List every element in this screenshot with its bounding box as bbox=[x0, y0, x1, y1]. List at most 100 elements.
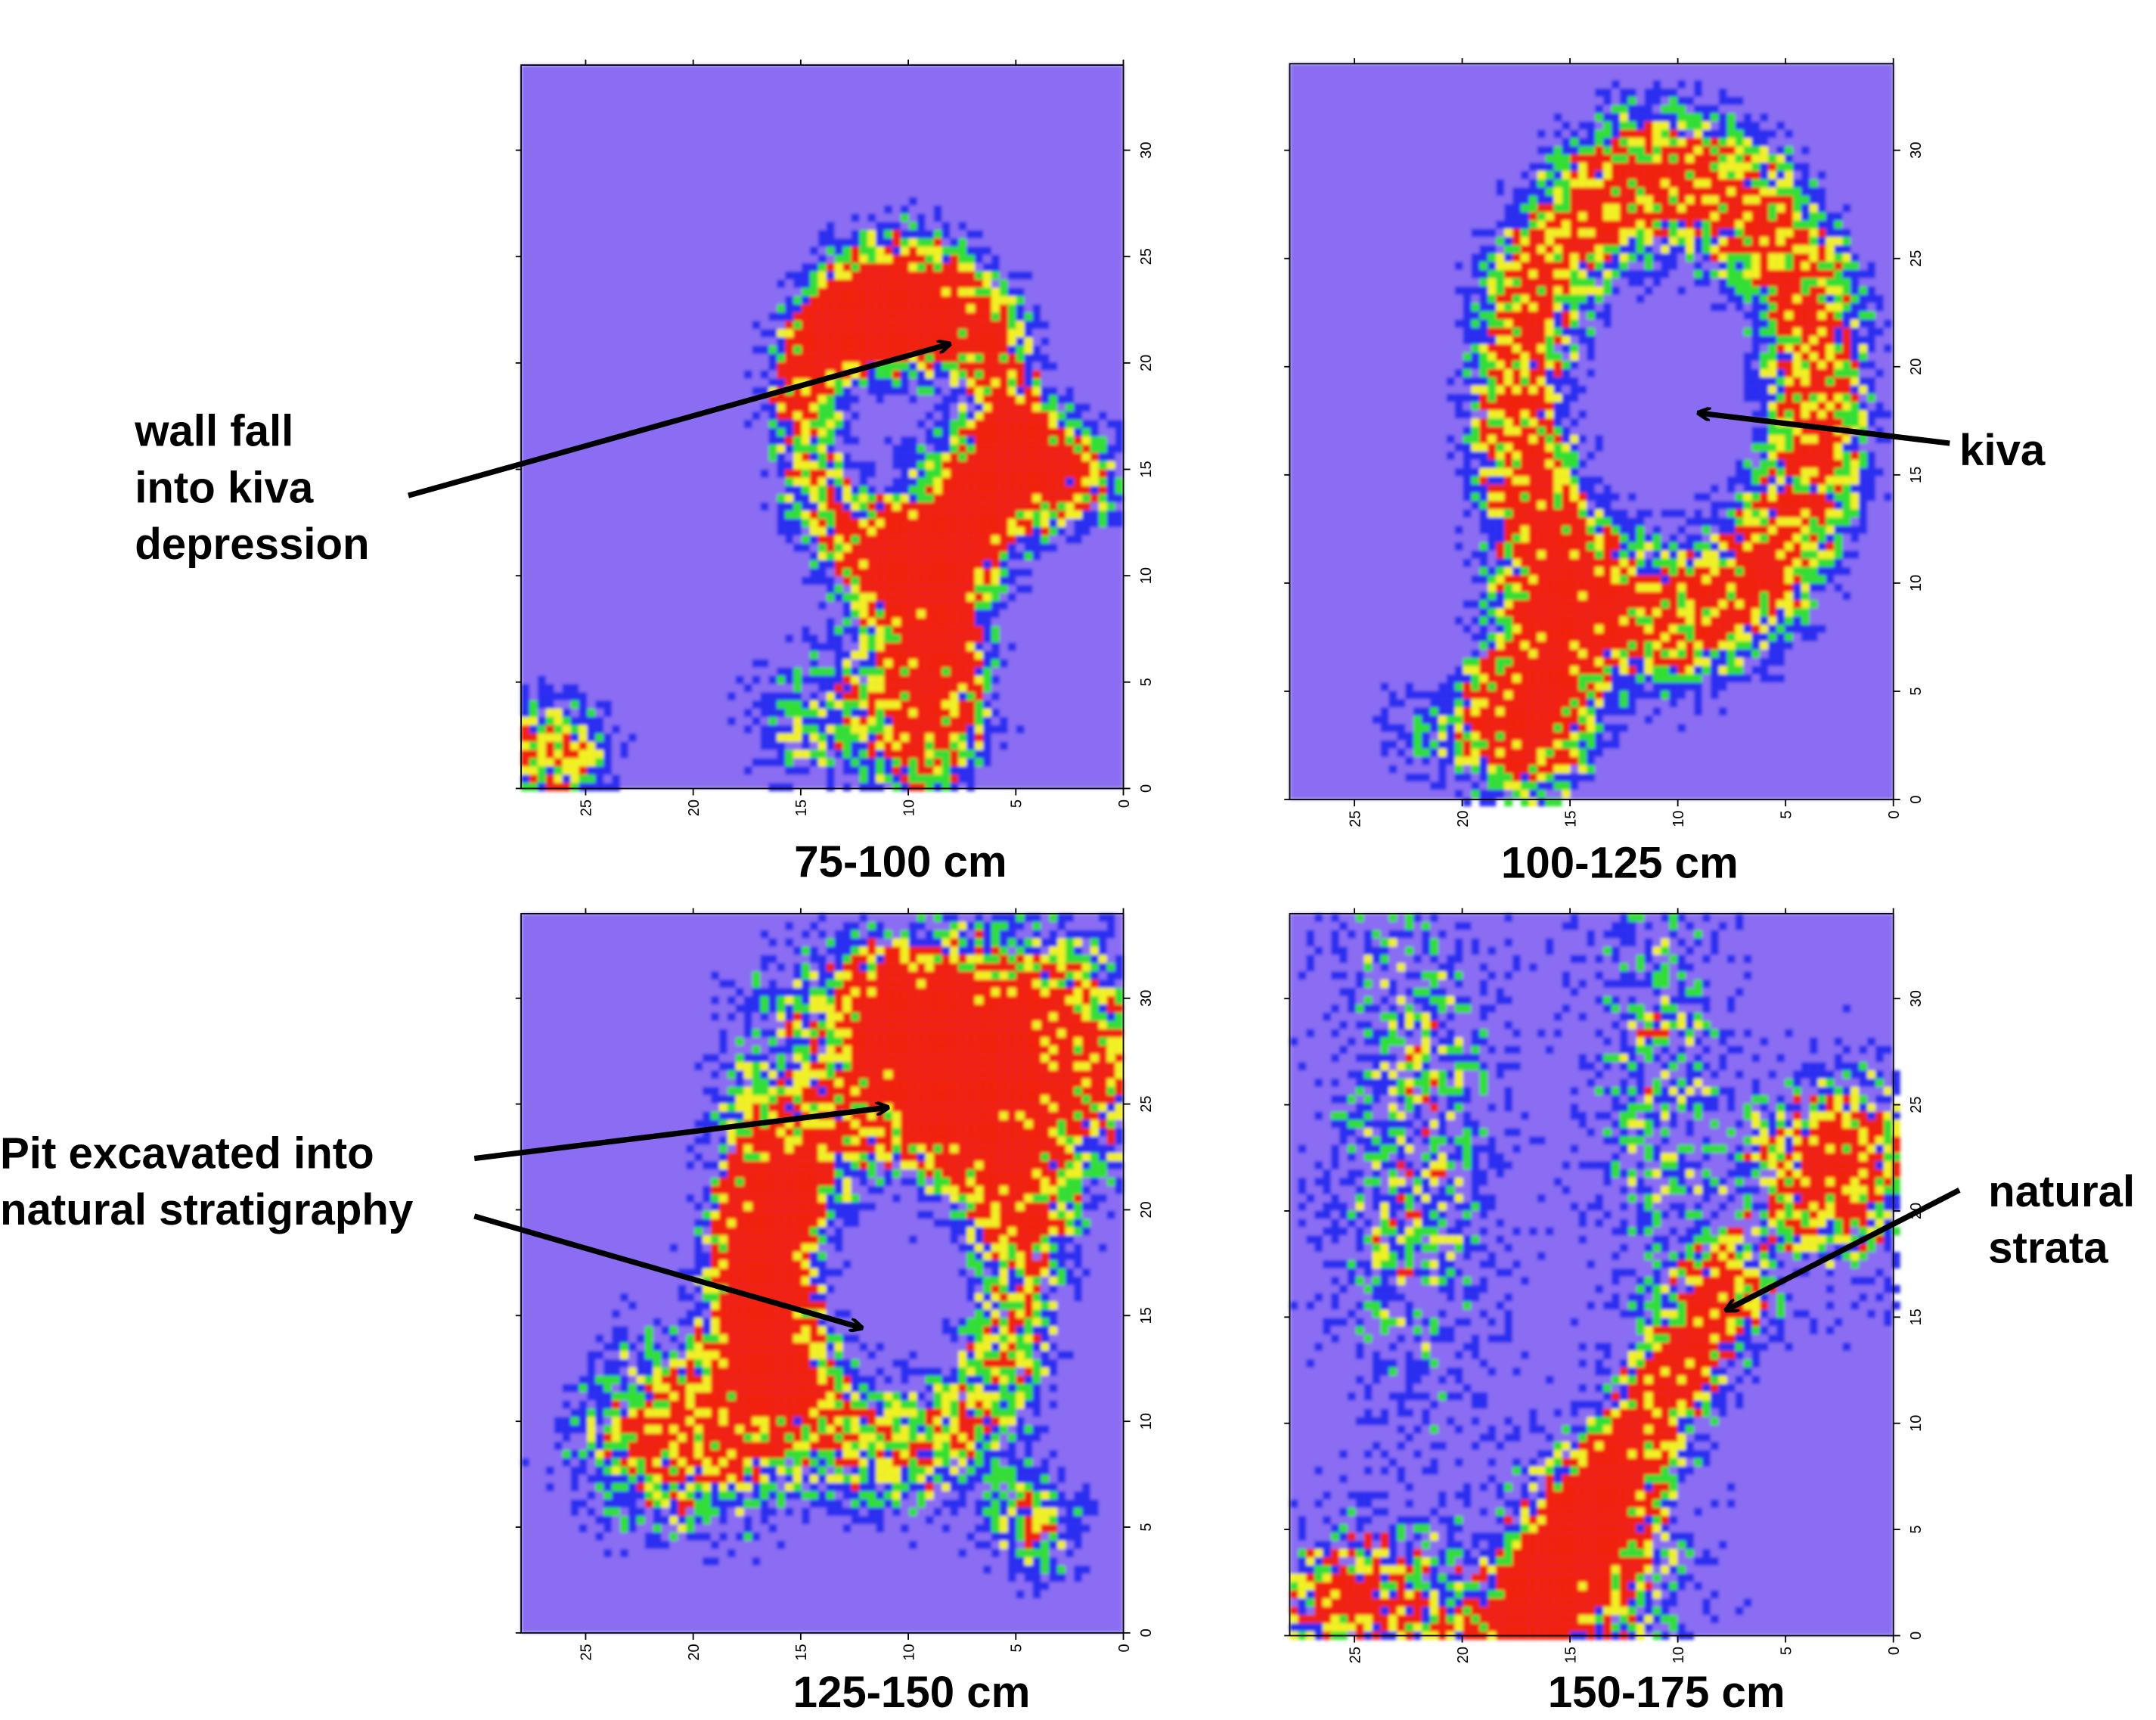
heatmap-cell bbox=[1545, 171, 1554, 179]
heatmap-cell bbox=[1652, 632, 1661, 641]
heatmap-cell bbox=[1694, 212, 1702, 221]
heatmap-cell bbox=[777, 420, 786, 429]
heatmap-cell bbox=[1512, 550, 1521, 559]
heatmap-cell bbox=[876, 593, 885, 602]
heatmap-cell bbox=[1735, 526, 1744, 535]
heatmap-cell bbox=[958, 345, 967, 354]
heatmap-cell bbox=[1760, 616, 1769, 626]
heatmap-cell bbox=[1611, 253, 1620, 262]
heatmap-cell bbox=[1562, 509, 1571, 518]
heatmap-cell bbox=[1751, 262, 1760, 270]
heatmap-cell bbox=[933, 667, 942, 676]
heatmap-cell bbox=[1652, 691, 1661, 700]
heatmap-cell bbox=[867, 766, 876, 775]
heatmap-cell bbox=[1603, 625, 1612, 633]
heatmap-cell bbox=[867, 543, 876, 552]
heatmap-cell bbox=[1751, 228, 1760, 238]
heatmap-cell bbox=[1007, 526, 1016, 536]
heatmap-cell bbox=[562, 741, 571, 750]
heatmap-cell bbox=[917, 254, 926, 263]
heatmap-cell bbox=[1677, 129, 1686, 138]
heatmap-cell bbox=[876, 519, 885, 527]
heatmap-cell bbox=[1867, 286, 1876, 295]
heatmap-cell bbox=[1611, 632, 1620, 641]
heatmap-cell bbox=[1826, 435, 1835, 444]
heatmap-cell bbox=[966, 502, 976, 511]
heatmap-cell bbox=[958, 617, 967, 626]
heatmap-cell bbox=[1669, 558, 1678, 567]
heatmap-cell bbox=[958, 436, 967, 445]
heatmap-cell bbox=[1768, 303, 1777, 312]
heatmap-cell bbox=[1578, 237, 1587, 246]
heatmap-cell bbox=[1570, 492, 1579, 501]
heatmap-cell bbox=[1528, 328, 1537, 337]
heatmap-cell bbox=[1735, 303, 1744, 312]
heatmap-cell bbox=[884, 378, 893, 387]
heatmap-cell bbox=[876, 262, 885, 272]
heatmap-cell bbox=[1743, 121, 1752, 130]
heatmap-cell bbox=[1603, 203, 1612, 213]
heatmap-cell bbox=[1537, 608, 1546, 617]
heatmap-cell bbox=[917, 675, 926, 685]
heatmap-cell bbox=[1479, 459, 1488, 468]
heatmap-cell bbox=[1694, 171, 1702, 179]
heatmap-cell bbox=[1595, 113, 1604, 122]
heatmap-cell bbox=[1801, 253, 1810, 262]
heatmap-cell bbox=[1496, 781, 1505, 790]
heatmap-cell bbox=[1487, 402, 1497, 411]
heatmap-cell bbox=[884, 436, 893, 445]
heatmap-cell bbox=[1751, 616, 1760, 626]
heatmap-cell bbox=[1438, 731, 1447, 740]
heatmap-cell bbox=[817, 279, 827, 288]
heatmap-cell bbox=[942, 725, 951, 734]
heatmap-cell bbox=[966, 733, 976, 742]
heatmap-cell bbox=[1834, 402, 1843, 411]
heatmap-cell bbox=[1512, 765, 1521, 774]
heatmap-cell bbox=[793, 329, 802, 338]
heatmap-cell bbox=[991, 675, 1000, 685]
heatmap-cell bbox=[1826, 294, 1835, 303]
heatmap-cell bbox=[876, 921, 885, 930]
heatmap-cell bbox=[851, 576, 860, 585]
heatmap-cell bbox=[777, 692, 786, 701]
heatmap-cell bbox=[925, 659, 934, 668]
heatmap-cell bbox=[1801, 402, 1810, 411]
heatmap-cell bbox=[908, 494, 917, 503]
heatmap-cell bbox=[1578, 740, 1587, 749]
heatmap-cell bbox=[1611, 591, 1620, 601]
heatmap-cell bbox=[785, 296, 794, 305]
heatmap-cell bbox=[1726, 220, 1736, 229]
heatmap-cell bbox=[1735, 138, 1744, 147]
heatmap-cell bbox=[1743, 113, 1752, 122]
heatmap-cell bbox=[1098, 519, 1107, 527]
heatmap-cell bbox=[999, 716, 1008, 725]
heatmap-cell bbox=[1487, 228, 1497, 238]
heatmap-cell bbox=[1611, 674, 1620, 683]
heatmap-cell bbox=[1751, 550, 1760, 559]
heatmap-cell bbox=[1636, 212, 1645, 221]
heatmap-cell bbox=[760, 403, 769, 412]
heatmap-cell bbox=[1661, 600, 1670, 609]
heatmap-cell bbox=[859, 568, 868, 577]
heatmap-cell bbox=[1859, 377, 1868, 386]
heatmap-cell bbox=[1041, 428, 1050, 436]
heatmap-cell bbox=[1751, 542, 1760, 551]
heatmap-cell bbox=[1595, 203, 1604, 213]
heatmap-cell bbox=[1587, 484, 1596, 493]
heatmap-cell bbox=[983, 650, 991, 660]
heatmap-cell bbox=[1603, 740, 1612, 749]
heatmap-cell bbox=[1504, 740, 1513, 749]
heatmap-cell bbox=[1545, 616, 1554, 626]
heatmap-cell bbox=[1669, 195, 1678, 204]
heatmap-cell bbox=[942, 287, 951, 296]
heatmap-cell bbox=[1528, 682, 1537, 691]
heatmap-cell bbox=[975, 725, 984, 734]
heatmap-cell bbox=[851, 543, 860, 552]
heatmap-cell bbox=[1801, 517, 1810, 526]
heatmap-cell bbox=[1627, 682, 1636, 691]
heatmap-cell bbox=[1710, 558, 1719, 567]
heatmap-cell bbox=[817, 568, 827, 577]
heatmap-cell bbox=[942, 708, 951, 717]
heatmap-cell bbox=[785, 675, 794, 685]
heatmap-cell bbox=[834, 585, 843, 594]
